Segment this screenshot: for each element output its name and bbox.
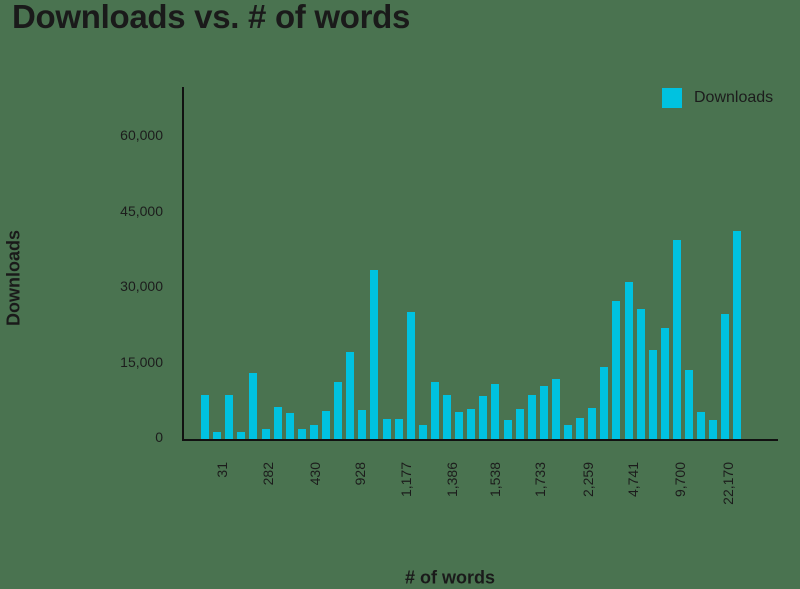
bar <box>309 424 318 439</box>
bar <box>733 230 742 439</box>
bar <box>358 409 367 439</box>
y-tick-label: 45,000 <box>120 202 163 219</box>
x-tick-label: 1,733 <box>532 462 548 498</box>
x-tick-label: 430 <box>307 462 323 486</box>
bar <box>709 419 718 439</box>
bar <box>660 327 669 439</box>
bar <box>455 411 464 439</box>
x-tick-label: 1,538 <box>487 462 503 498</box>
x-tick-label: 1,386 <box>444 462 460 498</box>
bar <box>479 396 488 439</box>
x-tick-label: 928 <box>352 462 368 486</box>
y-tick-label: 60,000 <box>120 127 163 143</box>
bar <box>443 395 451 439</box>
x-axis-line <box>182 439 778 441</box>
x-tick-label: 9,700 <box>672 462 688 498</box>
bar <box>539 386 548 439</box>
y-axis-label: Downloads <box>3 229 24 327</box>
x-tick-label: 4,741 <box>625 462 641 498</box>
bar <box>624 281 633 439</box>
bar <box>430 382 439 439</box>
bar <box>334 382 343 439</box>
bar <box>285 412 294 439</box>
x-tick-label: 1,177 <box>398 462 414 498</box>
x-axis-label: # of words <box>404 567 496 588</box>
bar <box>382 418 391 439</box>
bar <box>588 407 597 439</box>
x-tick-label: 282 <box>260 462 276 486</box>
bar <box>636 309 645 439</box>
bar <box>564 424 572 439</box>
bar <box>551 379 560 439</box>
chart-title: Downloads vs. # of words <box>12 0 411 35</box>
bar <box>406 312 415 439</box>
y-tick-label: 0 <box>155 429 163 445</box>
bar <box>370 269 379 439</box>
bar <box>685 370 693 439</box>
bar <box>697 411 706 439</box>
bar <box>503 419 512 439</box>
bar <box>515 408 524 439</box>
bar <box>527 395 536 439</box>
bar <box>721 314 730 439</box>
bar <box>346 351 355 439</box>
bar <box>322 410 330 439</box>
bar <box>273 406 282 439</box>
legend: Downloads <box>662 88 773 108</box>
bar <box>213 431 222 439</box>
bar <box>648 349 657 439</box>
bar <box>237 431 246 439</box>
x-tick-label: 22,170 <box>720 462 736 505</box>
bar <box>261 428 270 439</box>
legend-swatch-icon <box>662 88 682 108</box>
bar <box>576 417 585 439</box>
bar <box>467 408 476 439</box>
bar <box>297 428 306 439</box>
bar <box>491 384 500 439</box>
bar <box>249 373 258 439</box>
bar <box>225 395 234 439</box>
bar <box>612 301 621 439</box>
bar <box>672 239 681 439</box>
bar <box>600 367 609 439</box>
legend-label: Downloads <box>694 89 774 106</box>
bar <box>201 395 209 439</box>
y-axis-line <box>182 87 184 441</box>
bar <box>394 418 403 439</box>
y-tick-label: 15,000 <box>120 353 163 370</box>
x-tick-label: 31 <box>214 462 230 478</box>
bar <box>418 424 427 439</box>
x-tick-label: 2,259 <box>580 462 596 498</box>
y-tick-label: 30,000 <box>120 278 163 294</box>
